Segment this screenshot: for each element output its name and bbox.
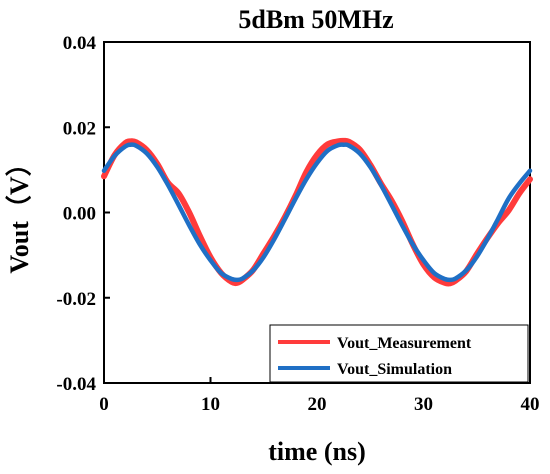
x-tick-label: 10	[201, 394, 220, 415]
x-tick-label: 0	[99, 394, 109, 415]
x-axis-label: time (ns)	[268, 437, 365, 466]
x-tick-label: 30	[414, 394, 433, 415]
chart-title: 5dBm 50MHz	[238, 5, 393, 34]
x-tick-label: 20	[308, 394, 327, 415]
y-tick-label: 0.04	[63, 33, 97, 54]
x-tick-label: 40	[521, 394, 540, 415]
y-tick-label: 0.02	[63, 118, 96, 139]
y-tick-label: -0.04	[56, 374, 96, 395]
y-axis-label: Vout（V）	[5, 150, 34, 273]
legend-label-measurement: Vout_Measurement	[337, 335, 472, 352]
series-layer	[101, 137, 533, 287]
legend: Vout_Measurement Vout_Simulation	[269, 324, 529, 383]
ticks-layer: 0 10 20 30 40 -0.04 -0.02 0.00 0.02 0.04	[56, 33, 539, 415]
legend-box	[269, 324, 529, 383]
y-tick-label: 0.00	[63, 204, 96, 225]
legend-label-simulation: Vout_Simulation	[337, 361, 452, 378]
y-tick-label: -0.02	[56, 289, 96, 310]
series-line-vout-simulation	[101, 142, 533, 283]
